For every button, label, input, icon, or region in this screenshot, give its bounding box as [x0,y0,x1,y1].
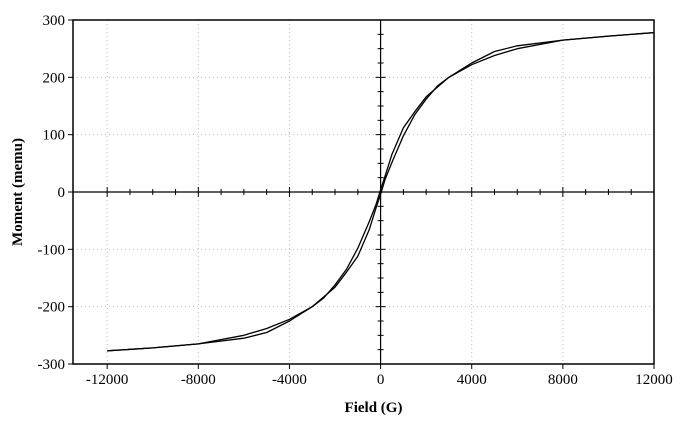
y-tick-label: -200 [38,300,66,316]
curves [107,31,655,352]
y-tick-label: 100 [43,128,66,144]
y-tick-label: 200 [43,70,66,86]
x-tick-label: -12000 [86,372,129,388]
x-tick-label: 8000 [548,372,578,388]
y-tick-label: -100 [38,242,66,258]
y-tick-label: 0 [58,185,66,201]
x-axis-title: Field (G) [345,400,403,416]
x-tick-label: 0 [377,372,385,388]
y-tick-label: 300 [43,13,66,29]
zero-axes [68,19,655,369]
x-tick-label: -4000 [272,372,307,388]
y-axis-title: Moment (memu) [10,138,26,246]
x-tick-label: 4000 [457,372,487,388]
x-tick-label: 12000 [635,372,673,388]
x-tick-labels: -12000 -8000 -4000 0 4000 8000 12000 [86,372,673,388]
series-line-2 [107,31,655,352]
x-tick-label: -8000 [181,372,216,388]
y-tick-labels: -300 -200 -100 0 100 200 300 [38,13,66,373]
series-line-1 [107,31,655,352]
y-tick-label: -300 [38,357,66,373]
